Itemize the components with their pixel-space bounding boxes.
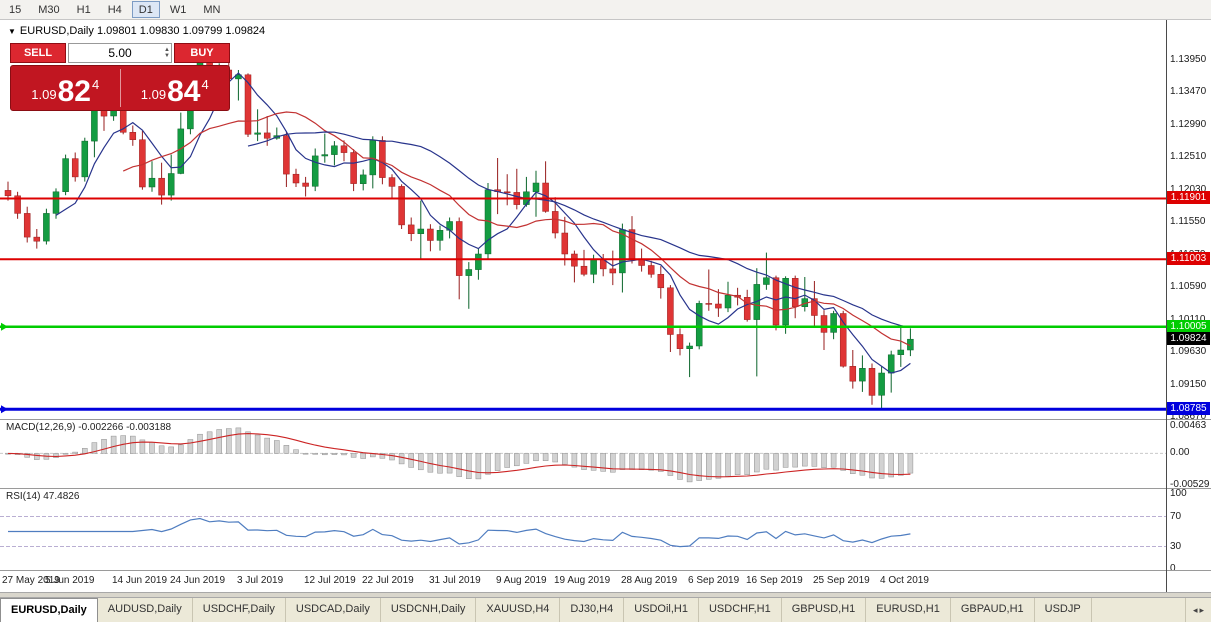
one-click-trading-panel: SELL 5.00 ▲ ▼ BUY 1.09 82 4 1.09 84 4 [10, 43, 230, 111]
date-axis-label: 27 May 2019 [2, 575, 60, 586]
y-axis-label: 1.12030 [1170, 184, 1207, 195]
chart-tab-usdchf-daily[interactable]: USDCHF,Daily [193, 598, 286, 622]
rsi-indicator-canvas[interactable] [0, 489, 1166, 570]
price-level-badge: 1.11003 [1167, 252, 1210, 265]
sell-price-big: 82 [57, 75, 91, 108]
price-level-badge: 1.10005 [1167, 320, 1210, 333]
chart-menu-icon[interactable]: ▼ [8, 27, 16, 36]
date-axis-label: 22 Jul 2019 [362, 575, 414, 586]
rsi-axis-label: 100 [1170, 488, 1187, 499]
price-level-badge: 1.11901 [1167, 191, 1210, 204]
timeframe-button-d1[interactable]: D1 [131, 1, 160, 18]
date-axis-label: 14 Jun 2019 [112, 575, 168, 586]
date-axis-label: 5 Jun 2019 [45, 575, 95, 586]
timeframe-button-m30[interactable]: M30 [31, 1, 66, 18]
date-axis-label: 31 Jul 2019 [429, 575, 481, 586]
rsi-axis-label: 0 [1170, 563, 1176, 574]
date-axis-label: 12 Jul 2019 [304, 575, 356, 586]
chart-tab-audusd-daily[interactable]: AUDUSD,Daily [98, 598, 193, 622]
current-price-badge: 1.09824 [1167, 332, 1210, 345]
trade-prices-panel: 1.09 82 4 1.09 84 4 [10, 65, 230, 111]
sell-button[interactable]: SELL [10, 43, 66, 63]
buy-price[interactable]: 1.09 84 4 [121, 66, 230, 110]
buy-price-prefix: 1.09 [140, 87, 167, 102]
chart-tab-bar: EURUSD,Daily AUDUSD,Daily USDCHF,Daily USDC… [0, 598, 1211, 622]
macd-axis-label: 0.00 [1170, 447, 1190, 458]
buy-button[interactable]: BUY [174, 43, 230, 63]
trade-controls-row: SELL 5.00 ▲ ▼ BUY [10, 43, 230, 63]
window-splitter[interactable] [0, 592, 1211, 598]
timeframe-button-h1[interactable]: H1 [70, 1, 98, 18]
timeframe-button-w1[interactable]: W1 [163, 1, 194, 18]
macd-indicator-canvas[interactable] [0, 420, 1166, 488]
timeframe-button-mn[interactable]: MN [196, 1, 227, 18]
macd-label: MACD(12,26,9) -0.002266 -0.003188 [6, 422, 172, 433]
date-axis-label: 16 Sep 2019 [746, 575, 803, 586]
trade-price-divider [119, 69, 121, 107]
pane-separator-rsi-dates [0, 570, 1211, 571]
y-axis-label: 1.08670 [1170, 411, 1207, 422]
timeframe-button-15[interactable]: 15 [2, 1, 28, 18]
sell-price[interactable]: 1.09 82 4 [11, 66, 120, 110]
sell-price-pip: 4 [91, 77, 100, 92]
rsi-label: RSI(14) 47.4826 [6, 491, 80, 502]
pane-separator-main-macd[interactable] [0, 419, 1211, 420]
timeframe-button-h4[interactable]: H4 [101, 1, 129, 18]
date-axis-label: 28 Aug 2019 [621, 575, 678, 586]
rsi-axis-label: 30 [1170, 541, 1182, 552]
chart-tab-eurusd-daily[interactable]: EURUSD,Daily [0, 598, 98, 622]
volume-spinner: ▲ ▼ [164, 44, 170, 62]
buy-price-big: 84 [167, 75, 201, 108]
chart-tab-xauusd-h4[interactable]: XAUUSD,H4 [476, 598, 561, 622]
y-axis-label: 1.13470 [1170, 86, 1207, 97]
chart-title: ▼ EURUSD,Daily 1.09801 1.09830 1.09799 1.… [8, 25, 265, 37]
date-axis-label: 6 Sep 2019 [688, 575, 740, 586]
date-axis-label: 19 Aug 2019 [554, 575, 611, 586]
rsi-axis-label: 70 [1170, 511, 1182, 522]
tab-scroll-arrows: ◂ ▸ [1185, 598, 1211, 622]
date-axis-label: 24 Jun 2019 [170, 575, 226, 586]
volume-field[interactable]: 5.00 ▲ ▼ [68, 43, 172, 63]
y-axis-label: 1.09150 [1170, 379, 1207, 390]
price-level-badge: 1.08785 [1167, 402, 1210, 415]
y-axis-label: 1.09630 [1170, 346, 1207, 357]
macd-axis-label: 0.00463 [1170, 420, 1207, 431]
macd-axis-label: -0.00529 [1170, 479, 1210, 490]
tab-scroll-right-icon[interactable]: ▸ [1199, 604, 1205, 615]
pane-separator-macd-rsi[interactable] [0, 488, 1211, 489]
y-axis-label: 1.10590 [1170, 281, 1207, 292]
chart-tab-usdchf-h1[interactable]: USDCHF,H1 [699, 598, 782, 622]
chart-tab-usdoil-h1[interactable]: USDOil,H1 [624, 598, 699, 622]
y-axis-label: 1.13950 [1170, 54, 1207, 65]
price-axis-line [1166, 20, 1167, 592]
date-axis-label: 25 Sep 2019 [813, 575, 870, 586]
y-axis-label: 1.11550 [1170, 216, 1206, 227]
chart-symbol-label: EURUSD,Daily [19, 25, 94, 37]
date-axis-label: 4 Oct 2019 [880, 575, 929, 586]
chart-tab-usdcnh-daily[interactable]: USDCNH,Daily [381, 598, 477, 622]
volume-value: 5.00 [108, 46, 132, 60]
y-axis-label: 1.12990 [1170, 119, 1207, 130]
chart-tab-eurusd-h1[interactable]: EURUSD,H1 [866, 598, 951, 622]
date-axis-label: 9 Aug 2019 [496, 575, 547, 586]
y-axis-label: 1.10110 [1170, 314, 1205, 325]
buy-price-pip: 4 [201, 77, 209, 92]
price-chart-canvas[interactable] [0, 20, 1166, 419]
tab-scroll-left-icon[interactable]: ◂ [1192, 604, 1198, 615]
chart-tab-dj30-h4[interactable]: DJ30,H4 [560, 598, 625, 622]
volume-down-icon[interactable]: ▼ [164, 53, 170, 59]
chart-ohlc-values: 1.09801 1.09830 1.09799 1.09824 [96, 25, 266, 37]
chart-tab-gbpaud-h1[interactable]: GBPAUD,H1 [951, 598, 1035, 622]
date-axis-label: 3 Jul 2019 [237, 575, 284, 586]
y-axis-label: 1.12510 [1170, 151, 1207, 162]
sell-price-prefix: 1.09 [31, 87, 57, 102]
chart-tab-gbpusd-h1[interactable]: GBPUSD,H1 [782, 598, 867, 622]
timeframe-toolbar: 15 M30 H1 H4 D1 W1 MN [0, 0, 1211, 20]
chart-tab-usdcad-daily[interactable]: USDCAD,Daily [286, 598, 381, 622]
chart-tab-usdjp[interactable]: USDJP [1035, 598, 1092, 622]
volume-up-icon[interactable]: ▲ [164, 47, 170, 53]
